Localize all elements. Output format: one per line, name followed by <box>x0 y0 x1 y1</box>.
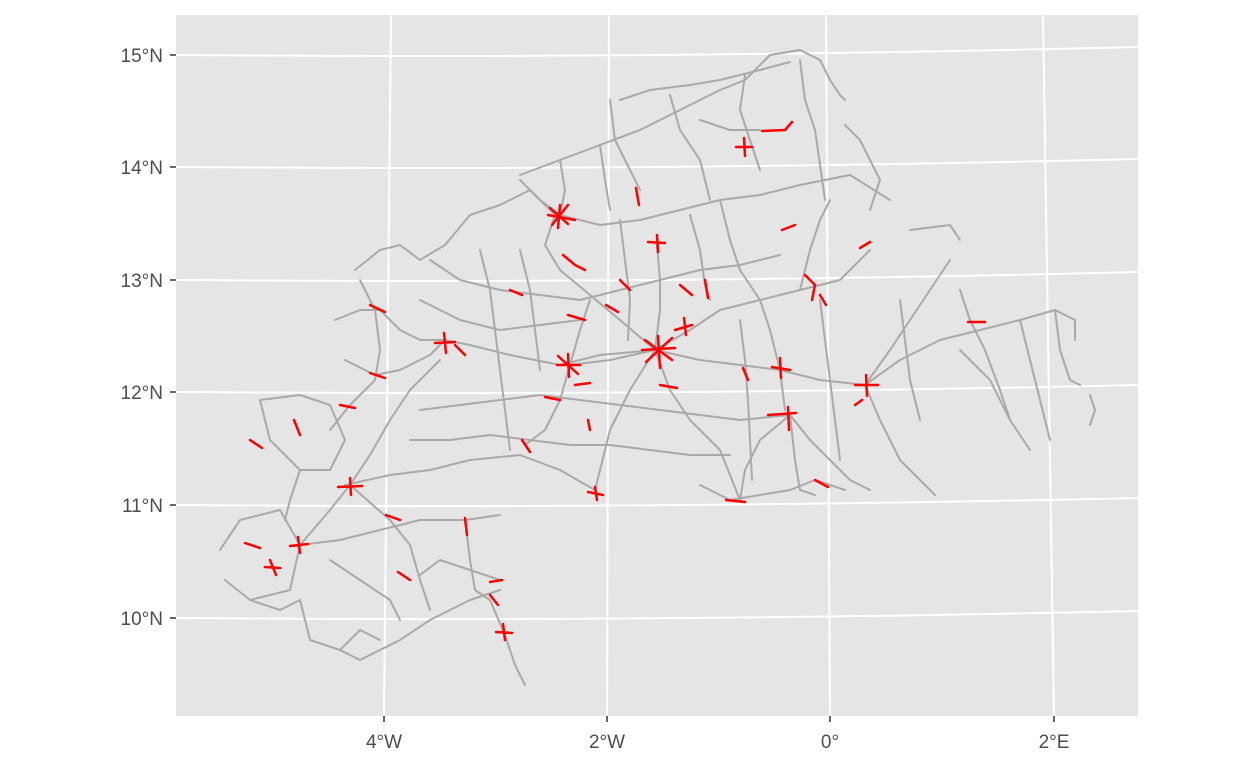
lat-label-15n: 15°N <box>121 46 163 67</box>
lat-label-10n: 10°N <box>121 609 163 630</box>
lat-label-14n: 14°N <box>121 158 163 179</box>
lat-label-11n: 11°N <box>122 496 163 517</box>
highlighted-segments <box>243 120 987 642</box>
graticule-lat-14n <box>175 158 1139 169</box>
lat-labels: 15°N 14°N 13°N 12°N 11°N 10°N <box>121 46 163 630</box>
graticule-lon-2e <box>1042 14 1055 717</box>
road-network <box>219 49 1096 686</box>
graticule-lat-10n <box>175 610 1139 621</box>
lon-label-2w: 2°W <box>589 732 625 753</box>
map-panel <box>176 15 1138 716</box>
lon-label-4w: 4°W <box>366 732 402 753</box>
graticule-lat-15n <box>175 46 1139 57</box>
axis-ticks <box>170 54 1055 722</box>
lon-labels: 4°W 2°W 0° 2°E <box>366 732 1069 753</box>
lat-label-13n: 13°N <box>121 271 163 292</box>
graticule-lon-2w <box>606 14 610 717</box>
lon-label-2e: 2°E <box>1039 732 1070 753</box>
lat-label-12n: 12°N <box>121 383 163 404</box>
graticule-lon-4w <box>383 14 392 717</box>
lon-label-0: 0° <box>821 732 839 753</box>
graticule-lat-11n <box>175 497 1139 508</box>
graticule-lat-12n <box>175 384 1139 395</box>
